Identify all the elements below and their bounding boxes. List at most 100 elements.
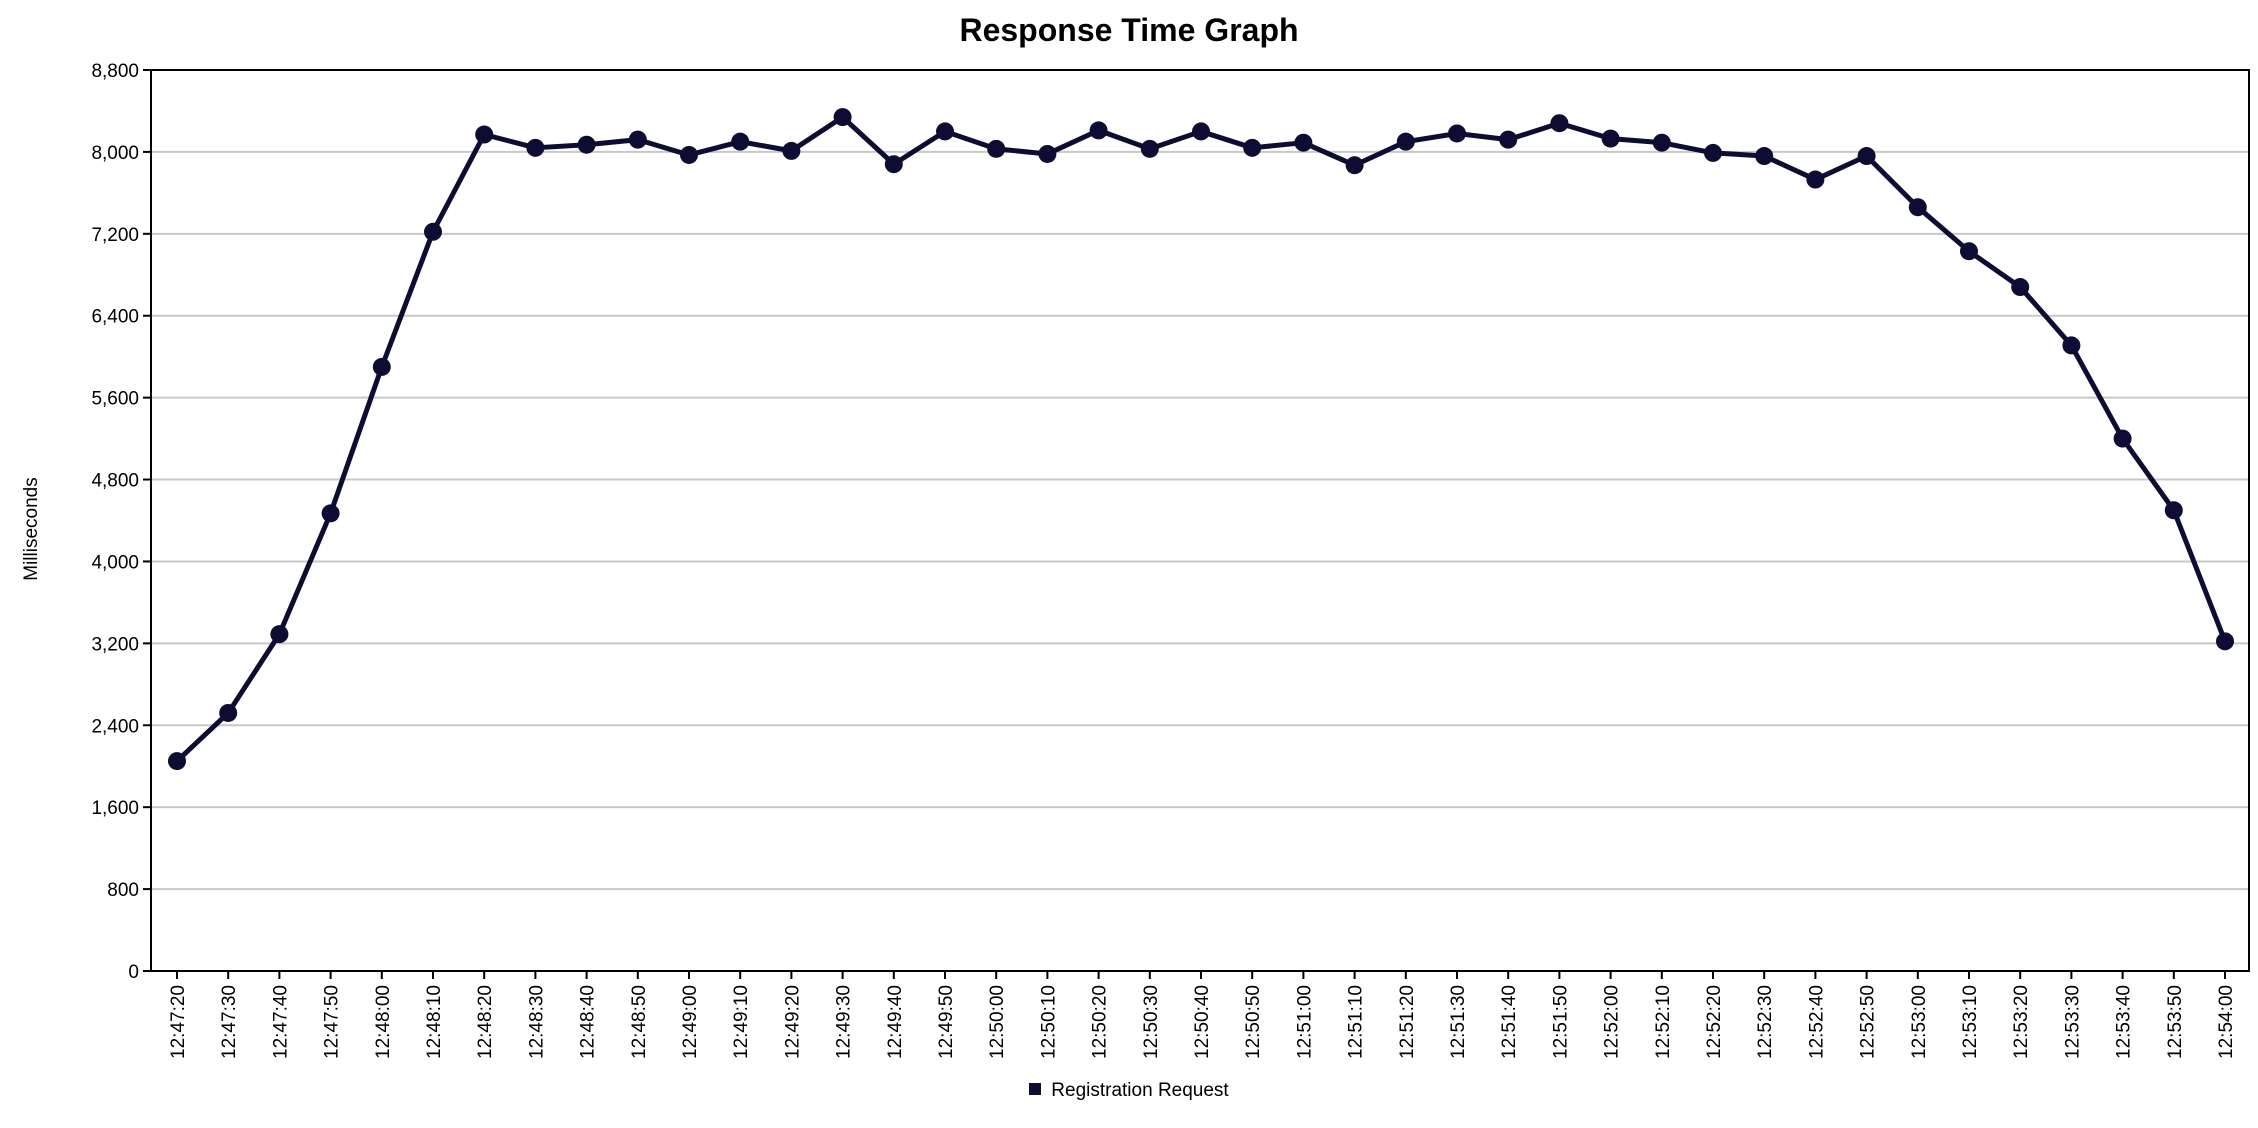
x-tick-label: 12:52:00: [1602, 985, 1623, 1059]
data-point: [1601, 129, 1620, 148]
x-tick-label: 12:47:50: [322, 985, 343, 1059]
data-point: [884, 155, 903, 174]
data-point: [2164, 501, 2183, 520]
x-tick-label: 12:51:00: [1294, 985, 1315, 1059]
x-tick-label: 12:53:00: [1909, 985, 1930, 1059]
y-tick-label: 800: [107, 880, 139, 901]
data-point: [1345, 156, 1364, 175]
data-point: [1755, 147, 1774, 166]
x-tick-label: 12:52:10: [1653, 985, 1674, 1059]
data-point: [1550, 114, 1569, 133]
x-tick-label: 12:48:50: [629, 985, 650, 1059]
y-tick-label: 8,000: [91, 143, 139, 164]
x-axis-ticks: 12:47:20 12:47:30 12:47:40 12:47:50 12:48:00…: [168, 971, 2237, 1059]
data-point: [936, 122, 954, 141]
y-tick-label: 4,000: [91, 552, 139, 573]
y-tick-label: 4,800: [91, 471, 139, 492]
y-tick-label: 1,600: [91, 798, 139, 819]
y-tick-label: 3,200: [91, 634, 139, 655]
y-tick-label: 0: [128, 962, 139, 983]
data-point: [2113, 429, 2132, 448]
x-tick-label: 12:49:10: [731, 985, 752, 1059]
data-point: [1140, 139, 1159, 158]
x-tick-label: 12:49:40: [885, 985, 906, 1059]
x-tick-label: 12:53:40: [2114, 985, 2135, 1059]
chart-title: Response Time Graph: [959, 12, 1299, 48]
x-tick-label: 12:47:40: [270, 985, 291, 1059]
data-point: [270, 625, 289, 644]
data-point: [782, 141, 801, 160]
x-tick-label: 12:51:10: [1346, 985, 1367, 1059]
x-tick-label: 12:49:00: [680, 985, 701, 1059]
data-point: [2011, 278, 2030, 297]
series-layer: [168, 108, 2234, 771]
data-point: [628, 130, 647, 149]
x-tick-label: 12:48:00: [373, 985, 394, 1059]
x-tick-label: 12:53:30: [2062, 985, 2083, 1059]
x-tick-label: 12:50:10: [1038, 985, 1059, 1059]
gridlines: [151, 150, 2249, 891]
x-tick-label: 12:52:20: [1704, 985, 1725, 1059]
y-tick-label: 5,600: [91, 389, 139, 410]
x-tick-label: 12:51:40: [1499, 985, 1520, 1059]
data-point: [168, 752, 186, 771]
data-point: [1652, 133, 1671, 152]
data-point: [1857, 147, 1876, 166]
y-tick-label: 6,400: [91, 307, 139, 328]
data-point: [731, 132, 750, 151]
x-tick-label: 12:49:30: [834, 985, 855, 1059]
x-tick-label: 12:48:10: [424, 985, 445, 1059]
data-point: [1396, 132, 1415, 151]
x-tick-label: 12:50:50: [1243, 985, 1264, 1059]
x-tick-label: 12:53:20: [2011, 985, 2032, 1059]
x-tick-label: 12:50:20: [1090, 985, 1111, 1059]
x-tick-label: 12:48:30: [526, 985, 547, 1059]
data-point: [1038, 144, 1057, 163]
data-point: [833, 108, 852, 127]
x-tick-label: 12:48:20: [475, 985, 496, 1059]
x-tick-label: 12:52:30: [1755, 985, 1776, 1059]
data-point: [321, 504, 340, 523]
y-tick-label: 2,400: [91, 716, 139, 737]
data-point: [424, 222, 442, 241]
data-point: [1243, 138, 1262, 157]
legend-label: Registration Request: [1051, 1080, 1229, 1101]
x-tick-label: 12:52:50: [1858, 985, 1879, 1059]
data-point: [680, 145, 698, 164]
data-point: [1704, 143, 1722, 162]
data-point: [1806, 170, 1825, 189]
legend: Registration Request: [0, 1080, 2258, 1102]
legend-swatch: [1029, 1083, 1042, 1095]
x-tick-label: 12:53:50: [2165, 985, 2186, 1059]
x-tick-label: 12:54:00: [2216, 985, 2237, 1059]
data-point: [577, 135, 596, 154]
x-tick-label: 12:49:20: [782, 985, 803, 1059]
x-tick-label: 12:48:40: [578, 985, 599, 1059]
data-point: [987, 139, 1006, 158]
plot-area-frame: [150, 69, 2250, 972]
data-point: [219, 703, 238, 722]
data-point: [1294, 133, 1313, 152]
x-tick-label: 12:47:20: [168, 985, 189, 1059]
data-point: [1448, 124, 1466, 143]
data-point: [2216, 632, 2234, 651]
x-tick-label: 12:51:30: [1448, 985, 1469, 1059]
y-tick-label: 8,800: [91, 61, 139, 82]
data-point: [1192, 122, 1210, 141]
x-tick-label: 12:52:40: [1806, 985, 1827, 1059]
data-point: [1089, 121, 1108, 140]
data-point: [372, 357, 391, 376]
data-point: [1908, 198, 1927, 217]
x-tick-label: 12:53:10: [1960, 985, 1981, 1059]
x-tick-label: 12:51:20: [1397, 985, 1418, 1059]
data-point: [526, 138, 545, 157]
data-point: [475, 125, 494, 144]
y-axis-ticks: 0 800 1,600 2,400 3,200 4,000 4,800 5,600 6,400 7…: [91, 61, 151, 983]
x-tick-label: 12:49:50: [936, 985, 957, 1059]
x-tick-label: 12:47:30: [219, 985, 240, 1059]
data-point: [1499, 130, 1518, 149]
data-point: [2062, 336, 2081, 355]
x-tick-label: 12:50:40: [1192, 985, 1213, 1059]
x-tick-label: 12:50:00: [987, 985, 1008, 1059]
